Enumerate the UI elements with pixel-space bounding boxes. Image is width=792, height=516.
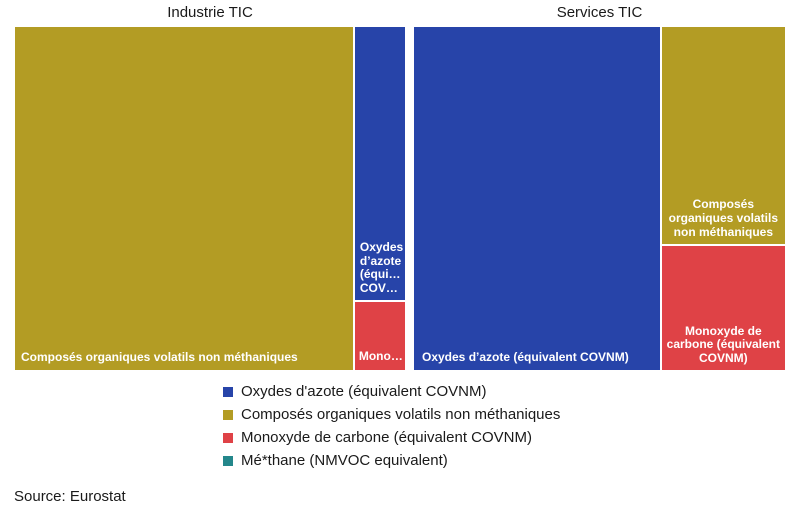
treemap-tile[interactable]: Monoxyde de carbone (équivalent COVNM)	[661, 245, 785, 370]
legend-item-oxydes-azote[interactable]: Oxydes d'azote (équivalent COVNM)	[223, 380, 560, 403]
panel-title-services: Services TIC	[556, 4, 643, 21]
legend-swatch	[223, 432, 233, 443]
legend-item-covnm[interactable]: Composés organiques volatils non méthani…	[223, 403, 560, 426]
source-note: Source: Eurostat	[14, 488, 126, 505]
treemap-tile[interactable]: Mono…	[354, 301, 405, 370]
legend-item-monoxyde-carbone[interactable]: Monoxyde de carbone (équivalent COVNM)	[223, 426, 560, 449]
legend-swatch	[223, 386, 233, 397]
legend-label: Mé*thane (NMVOC equivalent)	[241, 452, 448, 469]
tile-label: Oxydes d’azote (équivalent COVNM)	[422, 350, 629, 365]
tile-label: Composés organiques volatils non méthani…	[21, 350, 298, 365]
legend-swatch	[223, 455, 233, 466]
treemap-tile[interactable]: Oxydes d’azote (équi… COV…	[354, 27, 405, 300]
legend-label: Oxydes d'azote (équivalent COVNM)	[241, 383, 487, 400]
panel-title-industrie: Industrie TIC	[167, 4, 253, 21]
legend: Oxydes d'azote (équivalent COVNM) Compos…	[223, 380, 560, 472]
treemap-tile[interactable]: Composés organiques volatils non méthani…	[661, 27, 785, 244]
legend-item-methane[interactable]: Mé*thane (NMVOC equivalent)	[223, 449, 560, 472]
treemap-tile[interactable]: Oxydes d’azote (équivalent COVNM)	[414, 27, 660, 370]
tile-label: Monoxyde de carbone (équivalent COVNM)	[666, 323, 781, 366]
legend-label: Monoxyde de carbone (équivalent COVNM)	[241, 429, 532, 446]
legend-label: Composés organiques volatils non méthani…	[241, 406, 561, 423]
tile-label: Mono…	[358, 349, 403, 364]
tile-label: Oxydes d’azote (équi… COV…	[359, 239, 404, 296]
treemap-tile[interactable]: Composés organiques volatils non méthani…	[15, 27, 353, 370]
legend-swatch	[223, 409, 233, 420]
tile-label: Composés organiques volatils non méthani…	[668, 197, 778, 239]
